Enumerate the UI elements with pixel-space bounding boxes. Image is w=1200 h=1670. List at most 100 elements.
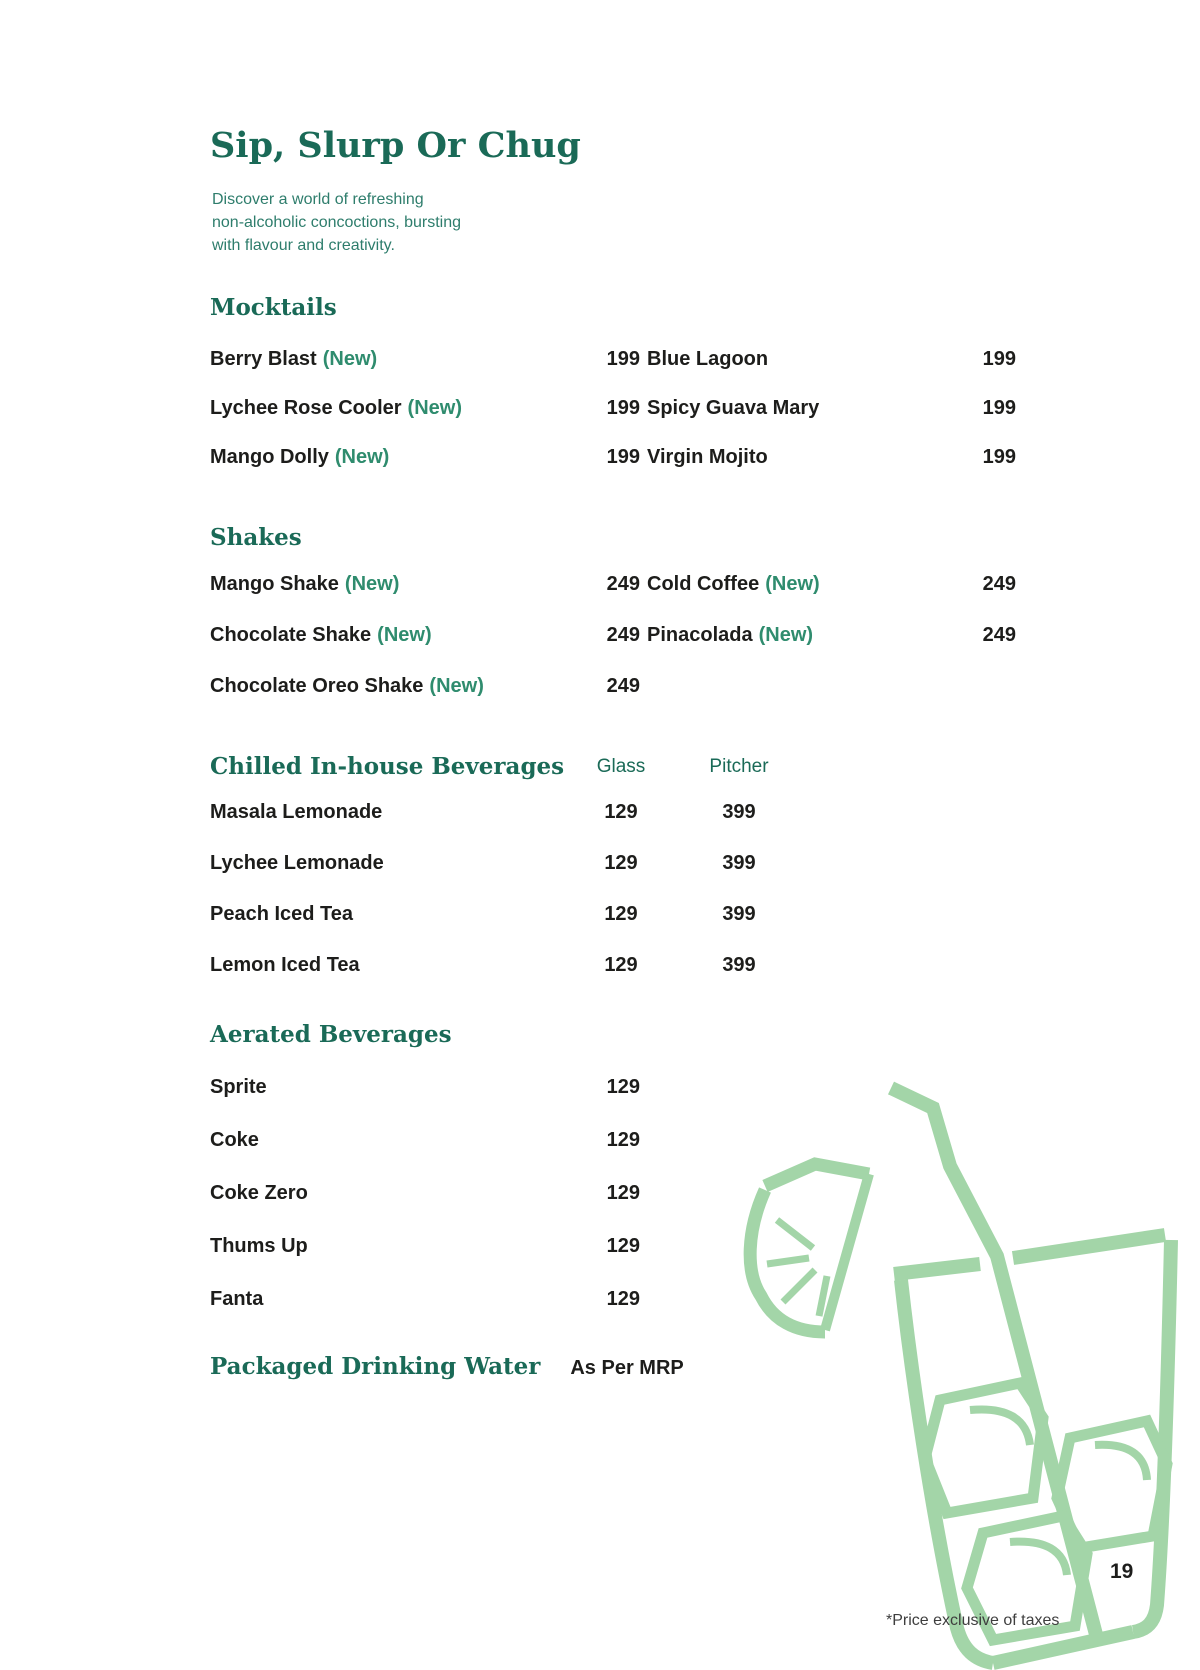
menu-item-row: Chocolate Shake (New) 249	[210, 623, 640, 674]
item-name: Chocolate Shake	[210, 624, 372, 646]
item-name: Chocolate Oreo Shake	[210, 675, 424, 697]
menu-item-row: Masala Lemonade 129 399	[210, 800, 1016, 851]
item-price: 199	[606, 348, 640, 370]
glass-price: 129	[604, 954, 638, 976]
menu-item-row: Pinacolada (New) 249	[647, 623, 1016, 674]
item-name: Mango Shake	[210, 573, 339, 595]
menu-item-row: Mango Dolly (New) 199	[210, 445, 640, 494]
pitcher-price: 399	[722, 903, 756, 925]
menu-item-row: Coke Zero 129	[210, 1181, 640, 1234]
menu-item-row: Berry Blast (New) 199	[210, 347, 640, 396]
glass-price: 129	[604, 801, 638, 823]
mocktails-right-column: Blue Lagoon 199 Spicy Guava Mary 199 Vir…	[647, 347, 1016, 494]
pitcher-price: 399	[722, 954, 756, 976]
section-heading: Shakes	[210, 524, 302, 551]
item-price: 199	[982, 397, 1016, 419]
item-price: 199	[982, 348, 1016, 370]
item-name: Blue Lagoon	[647, 348, 769, 370]
item-price: 129	[606, 1182, 640, 1204]
page-title: Sip, Slurp Or Chug	[210, 125, 581, 166]
item-price: 249	[982, 624, 1016, 646]
item-price: 199	[606, 446, 640, 468]
section-heading: Chilled In-house Beverages	[210, 753, 565, 780]
section-packaged-water: Packaged Drinking Water As Per MRP	[210, 1352, 1016, 1382]
item-new-tag: (New)	[322, 348, 378, 370]
item-name: Pinacolada	[647, 624, 753, 646]
menu-item-row: Coke 129	[210, 1128, 640, 1181]
section-shakes: Shakes Mango Shake (New) 249 Chocolate Sh…	[210, 523, 1016, 725]
item-name: Fanta	[210, 1288, 264, 1310]
item-price: 129	[606, 1076, 640, 1098]
item-name: Spicy Guava Mary	[647, 397, 820, 419]
iced-drink-glass-with-straw-and-lime-icon	[743, 1081, 1178, 1670]
chilled-table-header: Chilled In-house Beverages Glass Pitcher	[210, 752, 1016, 782]
pitcher-price: 399	[722, 801, 756, 823]
item-name: Mango Dolly	[210, 446, 329, 468]
menu-item-row: Blue Lagoon 199	[647, 347, 1016, 396]
section-mocktails: Mocktails Berry Blast (New) 199 Lychee Ro…	[210, 293, 1016, 494]
item-name: Coke Zero	[210, 1182, 308, 1204]
item-new-tag: (New)	[758, 624, 814, 646]
item-name: Cold Coffee	[647, 573, 760, 595]
item-price: 249	[606, 573, 640, 595]
section-chilled-beverages: Chilled In-house Beverages Glass Pitcher…	[210, 752, 1016, 1004]
subtitle-line: Discover a world of refreshing	[212, 191, 424, 208]
price-footnote: *Price exclusive of taxes	[886, 1612, 1060, 1629]
shakes-columns: Mango Shake (New) 249 Chocolate Shake (New…	[210, 572, 1016, 725]
item-new-tag: (New)	[344, 573, 400, 595]
menu-item-row: Lychee Lemonade 129 399	[210, 851, 1016, 902]
mocktails-columns: Berry Blast (New) 199 Lychee Rose Cooler(…	[210, 347, 1016, 494]
menu-item-row: Thums Up 129	[210, 1234, 640, 1287]
item-name: Peach Iced Tea	[210, 903, 354, 925]
item-name: Sprite	[210, 1076, 267, 1098]
item-name: Virgin Mojito	[647, 446, 768, 468]
item-new-tag: (New)	[765, 573, 820, 595]
item-new-tag: (New)	[407, 397, 462, 419]
item-price: 129	[606, 1288, 640, 1310]
section-heading: Packaged Drinking Water	[210, 1353, 541, 1380]
pitcher-price: 399	[722, 852, 756, 874]
menu-item-row: Chocolate Oreo Shake (New) 249	[210, 674, 640, 725]
item-new-tag: (New)	[429, 675, 484, 697]
item-new-tag: (New)	[334, 446, 390, 468]
page-number: 19	[1110, 1560, 1134, 1583]
column-header-glass: Glass	[596, 756, 646, 777]
menu-item-row: Peach Iced Tea 129 399	[210, 902, 1016, 953]
item-price: 199	[606, 397, 640, 419]
item-price: 199	[982, 446, 1016, 468]
subtitle-line: with flavour and creativity.	[212, 237, 395, 254]
menu-item-row: Cold Coffee (New) 249	[647, 572, 1016, 623]
item-name: Lychee Rose Cooler	[210, 397, 402, 419]
item-price: 249	[606, 624, 640, 646]
item-name: Lychee Lemonade	[210, 852, 384, 874]
section-heading: Aerated Beverages	[210, 1021, 452, 1048]
shakes-right-column: Cold Coffee (New) 249 Pinacolada (New) 249	[647, 572, 1016, 674]
column-header-pitcher: Pitcher	[709, 756, 769, 777]
section-aerated-beverages: Aerated Beverages Sprite 129 Coke 129 Co…	[210, 1020, 640, 1340]
chilled-rows: Masala Lemonade 129 399 Lychee Lemonade …	[210, 800, 1016, 1004]
menu-item-row: Lemon Iced Tea 129 399	[210, 953, 1016, 1004]
item-name: Masala Lemonade	[210, 801, 383, 823]
page-subtitle: Discover a world of refreshing non-alcoh…	[212, 188, 461, 257]
item-name: Lemon Iced Tea	[210, 954, 360, 976]
glass-price: 129	[604, 903, 638, 925]
menu-item-row: Spicy Guava Mary 199	[647, 396, 1016, 445]
section-heading: Mocktails	[210, 294, 337, 321]
item-price: 249	[606, 675, 640, 697]
subtitle-line: non-alcoholic concoctions, bursting	[212, 214, 462, 231]
shakes-left-column: Mango Shake (New) 249 Chocolate Shake (New…	[210, 572, 640, 725]
item-price: As Per MRP	[570, 1357, 684, 1379]
item-name: Thums Up	[210, 1235, 308, 1257]
menu-item-row: Lychee Rose Cooler (New) 199	[210, 396, 640, 445]
item-price: 129	[606, 1235, 640, 1257]
menu-item-row: Virgin Mojito 199	[647, 445, 1016, 494]
item-price: 129	[606, 1129, 640, 1151]
aerated-rows: Sprite 129 Coke 129 Coke Zero 129 Thums …	[210, 1075, 640, 1340]
menu-item-row: Mango Shake (New) 249	[210, 572, 640, 623]
item-new-tag: (New)	[377, 624, 432, 646]
glass-price: 129	[604, 852, 638, 874]
item-name: Berry Blast	[210, 348, 317, 370]
mocktails-left-column: Berry Blast (New) 199 Lychee Rose Cooler(…	[210, 347, 640, 494]
menu-item-row: Sprite 129	[210, 1075, 640, 1128]
